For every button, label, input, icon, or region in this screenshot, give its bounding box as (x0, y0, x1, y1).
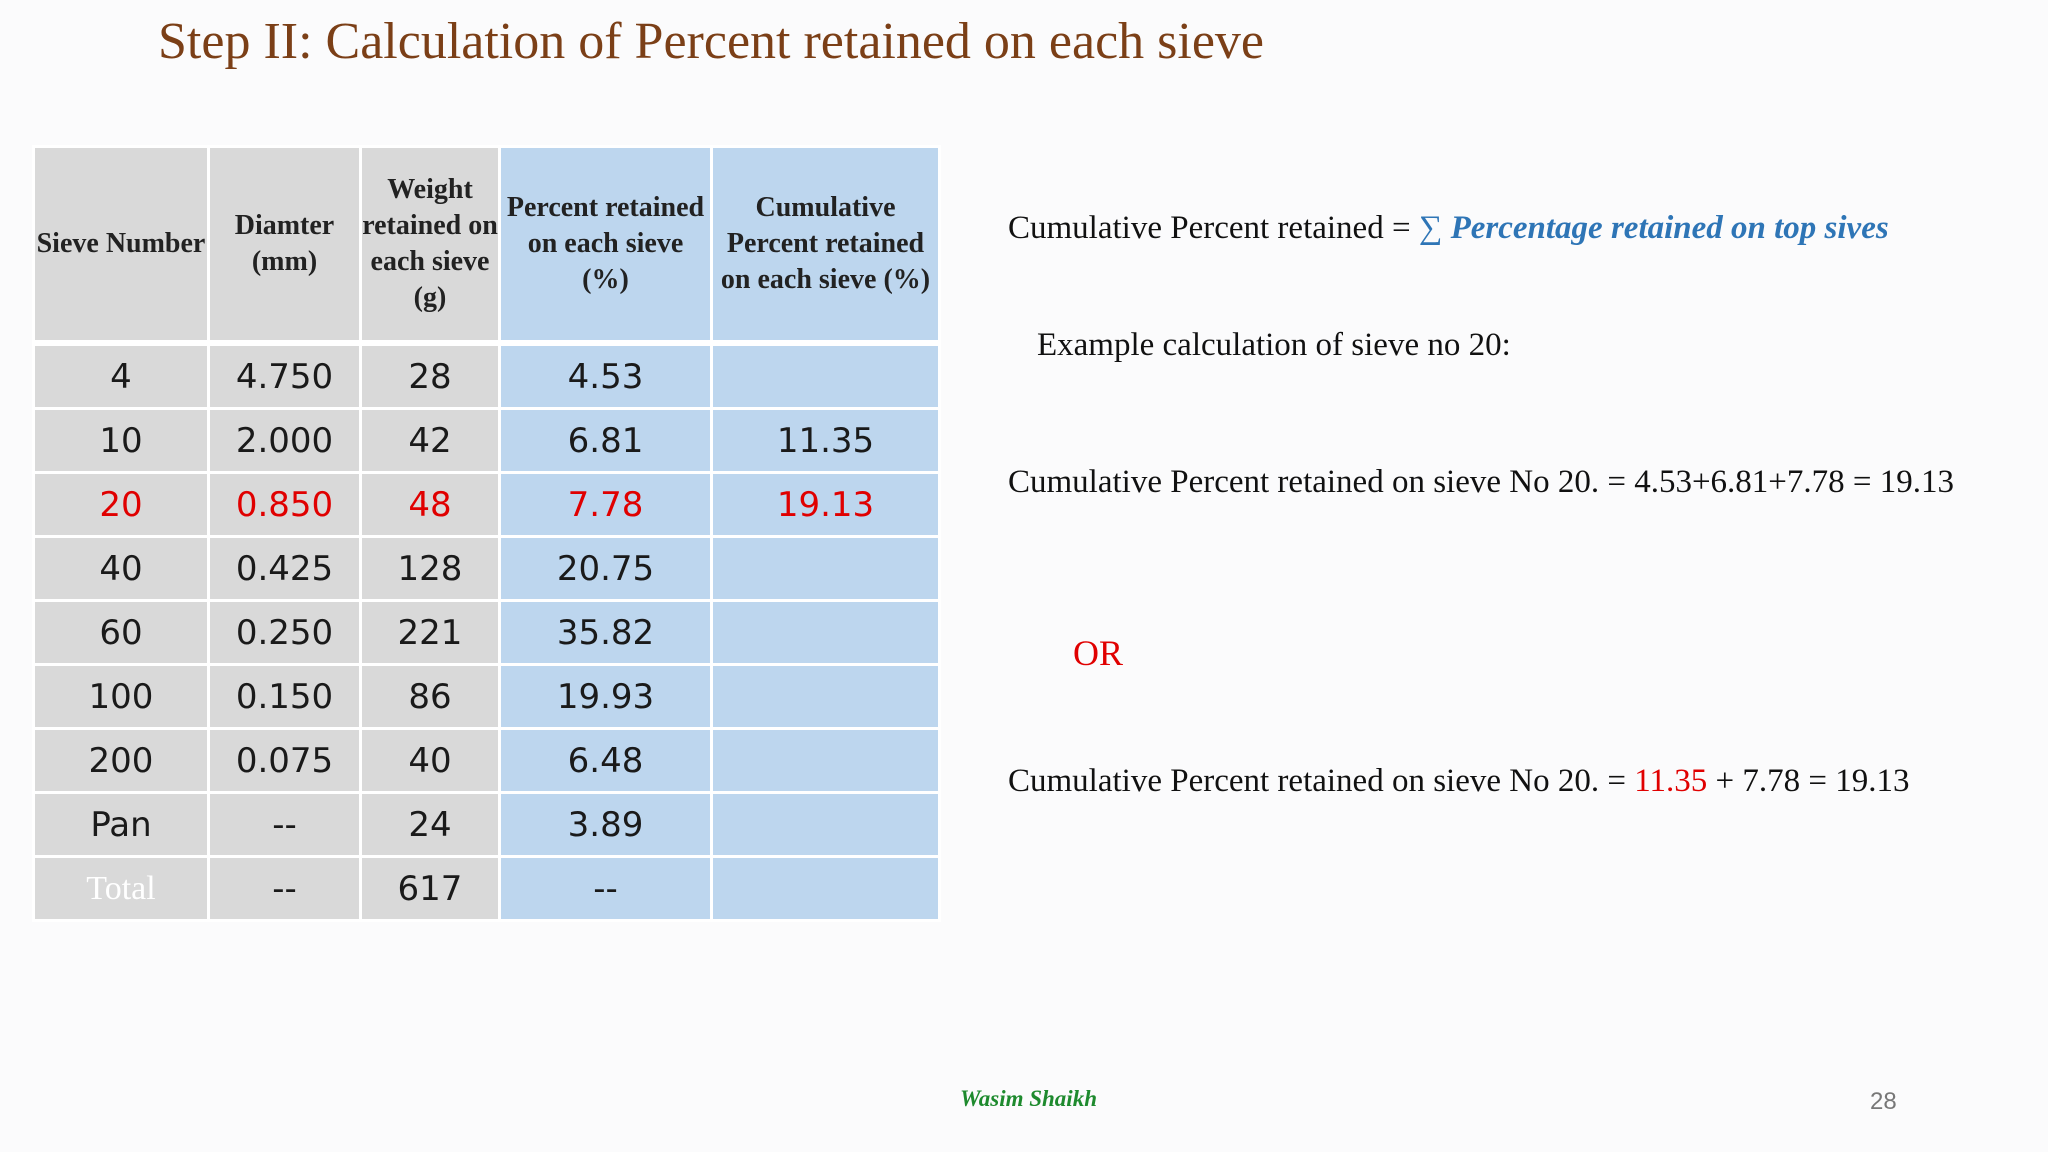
cell-sieve-number: 20 (32, 471, 210, 538)
or-label: OR (1073, 633, 1124, 673)
cell-diameter: 0.425 (207, 535, 362, 602)
cell-sieve-number: 40 (32, 535, 210, 602)
table-row-highlighted: 20 0.850 48 7.78 19.13 (32, 471, 941, 538)
header-diameter: Diamter (mm) (207, 145, 362, 346)
cell-cumulative (710, 663, 941, 730)
cell-weight: 221 (359, 599, 501, 666)
cell-percent: 6.81 (498, 407, 713, 474)
cell-diameter: -- (207, 855, 362, 922)
cell-cumulative (710, 855, 941, 922)
table-row: 4 4.750 28 4.53 (32, 341, 941, 410)
calc2-prefix: Cumulative Percent retained on sieve No … (1008, 763, 1635, 799)
cell-cumulative (710, 599, 941, 666)
cell-percent: 19.93 (498, 663, 713, 730)
table-row-total: Total -- 617 -- (32, 855, 941, 922)
cell-diameter: 0.075 (207, 727, 362, 794)
cell-cumulative (710, 727, 941, 794)
cell-cumulative (710, 341, 941, 410)
cell-diameter: 4.750 (207, 341, 362, 410)
cell-diameter: 0.150 (207, 663, 362, 730)
sigma-symbol: ∑ (1418, 210, 1443, 246)
cell-cumulative: 11.35 (710, 407, 941, 474)
cell-sieve-number: 4 (32, 341, 210, 410)
calc2-suffix: + 7.78 = 19.13 (1707, 763, 1910, 799)
definition-line: Cumulative Percent retained = ∑ Percenta… (1008, 210, 1889, 247)
table-header-row: Sieve Number Diamter (mm) Weight retaine… (32, 145, 941, 346)
header-percent-retained: Percent retained on each sieve (%) (498, 145, 713, 346)
definition-formula: Percentage retained on top sives (1450, 210, 1889, 246)
page-number: 28 (1870, 1088, 1897, 1115)
cell-diameter: -- (207, 791, 362, 858)
cell-weight: 86 (359, 663, 501, 730)
table-row: 200 0.075 40 6.48 (32, 727, 941, 794)
cell-diameter: 0.250 (207, 599, 362, 666)
cell-diameter: 0.850 (207, 471, 362, 538)
cell-cumulative (710, 535, 941, 602)
table-row: 60 0.250 221 35.82 (32, 599, 941, 666)
header-weight-retained: Weight retained on each sieve (g) (359, 145, 501, 346)
header-sieve-number: Sieve Number (32, 145, 210, 346)
cell-sieve-number: 100 (32, 663, 210, 730)
cell-sieve-number: 60 (32, 599, 210, 666)
slide-title: Step II: Calculation of Percent retained… (158, 13, 1265, 70)
sieve-table: Sieve Number Diamter (mm) Weight retaine… (32, 145, 941, 922)
cell-percent: 35.82 (498, 599, 713, 666)
cell-weight: 24 (359, 791, 501, 858)
cell-weight: 128 (359, 535, 501, 602)
cell-percent: 3.89 (498, 791, 713, 858)
cell-weight: 48 (359, 471, 501, 538)
cell-percent: 6.48 (498, 727, 713, 794)
calc2-highlight: 11.35 (1634, 763, 1708, 799)
author-signature: Wasim Shaikh (960, 1086, 1097, 1111)
cell-total-label: Total (32, 855, 210, 922)
table-row: Pan -- 24 3.89 (32, 791, 941, 858)
cell-sieve-number: 10 (32, 407, 210, 474)
cell-percent: 20.75 (498, 535, 713, 602)
cell-weight: 40 (359, 727, 501, 794)
cell-weight: 42 (359, 407, 501, 474)
cell-diameter: 2.000 (207, 407, 362, 474)
table-row: 10 2.000 42 6.81 11.35 (32, 407, 941, 474)
header-cumulative-percent: Cumulative Percent retained on each siev… (710, 145, 941, 346)
cell-cumulative (710, 791, 941, 858)
definition-prefix: Cumulative Percent retained = (1008, 210, 1419, 246)
cell-percent: 4.53 (498, 341, 713, 410)
cell-weight: 28 (359, 341, 501, 410)
cell-sieve-number: Pan (32, 791, 210, 858)
cell-weight-total: 617 (359, 855, 501, 922)
calculation-line-1: Cumulative Percent retained on sieve No … (1008, 464, 1955, 500)
cell-percent: -- (498, 855, 713, 922)
table-row: 100 0.150 86 19.93 (32, 663, 941, 730)
example-label: Example calculation of sieve no 20: (1037, 327, 1511, 363)
cell-cumulative: 19.13 (710, 471, 941, 538)
cell-percent: 7.78 (498, 471, 713, 538)
table-row: 40 0.425 128 20.75 (32, 535, 941, 602)
calculation-line-2: Cumulative Percent retained on sieve No … (1008, 763, 1909, 800)
cell-sieve-number: 200 (32, 727, 210, 794)
